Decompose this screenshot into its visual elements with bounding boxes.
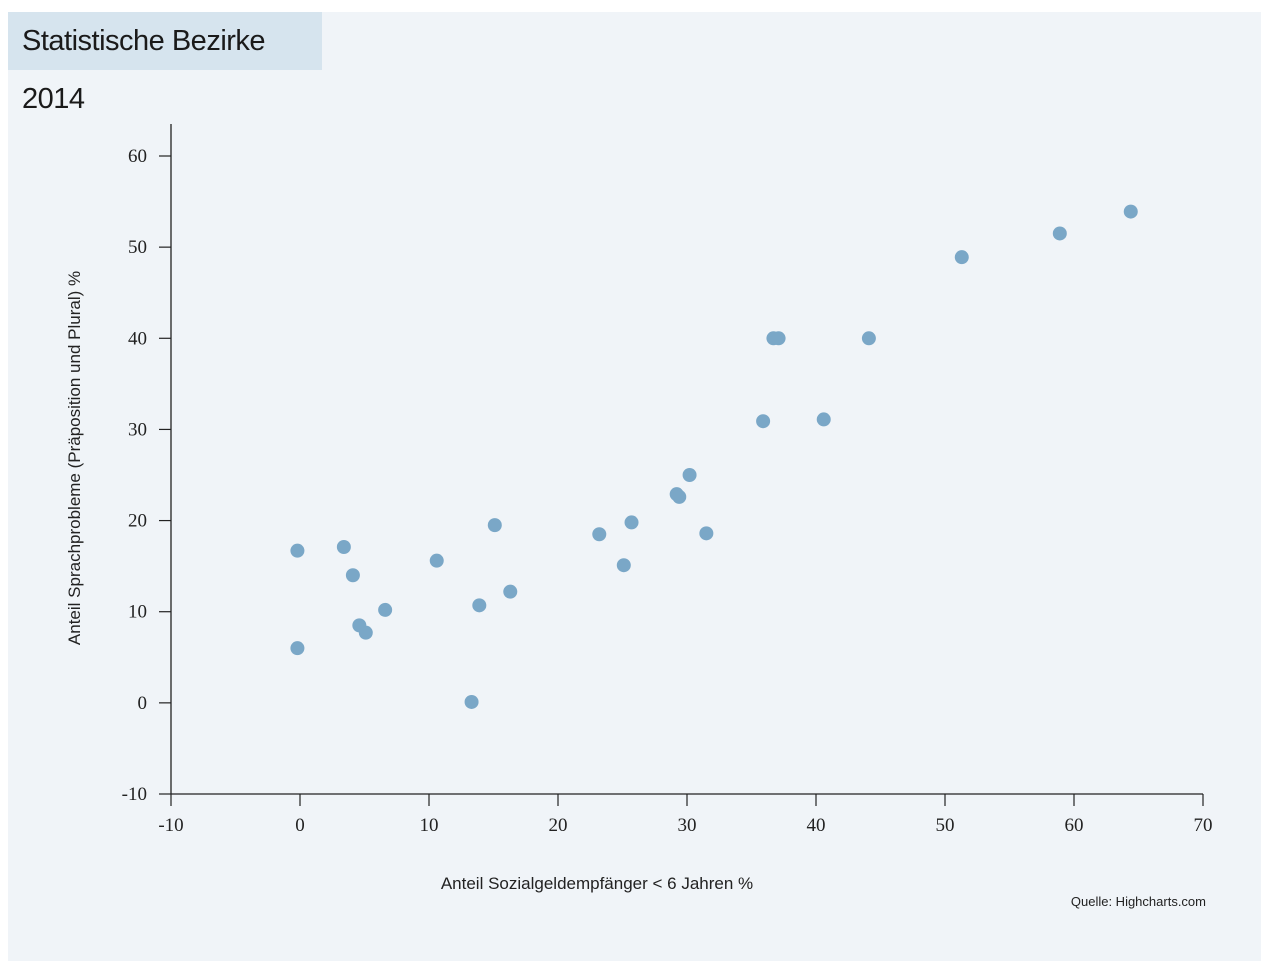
x-tick-label: 30 [678, 815, 697, 836]
data-point[interactable] [290, 543, 305, 558]
data-point[interactable] [464, 694, 479, 709]
y-tick-label: 0 [138, 693, 148, 714]
x-axis-title: Anteil Sozialgeldempfänger < 6 Jahren % [441, 874, 753, 893]
data-point[interactable] [345, 568, 360, 583]
data-point[interactable] [290, 641, 305, 656]
y-tick-label: -10 [122, 784, 147, 805]
y-tick-label: 60 [128, 146, 147, 167]
x-tick-label: 0 [295, 815, 305, 836]
credit-text: Quelle: Highcharts.com [1071, 894, 1206, 909]
scatter-plot: -10 0 10 20 30 40 50 60 70 -10 0 10 20 30 40 50 60 Antei… [65, 124, 1213, 909]
data-points [290, 204, 1138, 709]
data-point[interactable] [592, 527, 607, 542]
data-point[interactable] [1052, 226, 1067, 241]
x-tick-label: 40 [807, 815, 826, 836]
x-tick-label: 50 [936, 815, 955, 836]
data-point[interactable] [503, 584, 518, 599]
data-point[interactable] [756, 414, 771, 429]
data-point[interactable] [861, 331, 876, 346]
tick-labels: -10 0 10 20 30 40 50 60 70 -10 0 10 20 30 40 50 60 [122, 146, 1213, 836]
y-tick-label: 40 [128, 328, 147, 349]
y-axis-title: Anteil Sprachprobleme (Präposition und P… [65, 271, 84, 645]
data-point[interactable] [378, 602, 393, 617]
data-point[interactable] [358, 625, 373, 640]
data-point[interactable] [487, 518, 502, 533]
axes [159, 124, 1204, 806]
x-tick-label: -10 [158, 815, 183, 836]
x-tick-label: 10 [420, 815, 439, 836]
y-tick-label: 30 [128, 419, 147, 440]
y-tick-label: 20 [128, 511, 147, 532]
chart-title: Statistische Bezirke 2014 [8, 12, 322, 115]
data-point[interactable] [624, 515, 639, 530]
data-point[interactable] [672, 489, 687, 504]
data-point[interactable] [616, 558, 631, 573]
data-point[interactable] [771, 331, 786, 346]
data-point[interactable] [336, 540, 351, 555]
chart-frame: Statistische Bezirke 2014 -10 0 10 20 30 40 50… [8, 12, 1261, 961]
data-point[interactable] [682, 468, 697, 482]
y-tick-label: 10 [128, 602, 147, 623]
data-point[interactable] [954, 250, 969, 265]
data-point[interactable] [699, 526, 714, 541]
x-tick-label: 20 [549, 815, 568, 836]
x-tick-label: 70 [1194, 815, 1213, 836]
data-point[interactable] [429, 553, 444, 568]
data-point[interactable] [472, 598, 487, 613]
data-point[interactable] [1123, 204, 1138, 219]
x-tick-label: 60 [1065, 815, 1084, 836]
data-point[interactable] [816, 412, 831, 427]
y-tick-label: 50 [128, 237, 147, 258]
